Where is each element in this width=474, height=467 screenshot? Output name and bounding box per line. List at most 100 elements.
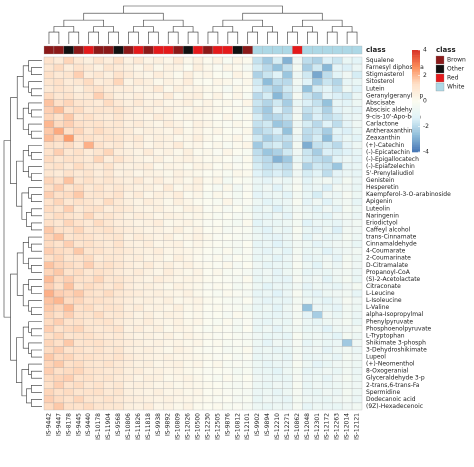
- heatmap-cell: [282, 346, 293, 354]
- heatmap-cell: [322, 233, 333, 241]
- heatmap-cell: [43, 141, 55, 149]
- heatmap-cell: [212, 219, 224, 227]
- heatmap-cell: [103, 395, 114, 404]
- row-label: L-Isoleucine: [366, 297, 402, 304]
- heatmap-cell: [192, 212, 204, 220]
- heatmap-cell: [192, 219, 204, 227]
- heatmap-cell: [43, 92, 55, 100]
- heatmap-cell: [302, 325, 313, 333]
- column-label: IS-12301: [314, 413, 321, 440]
- heatmap-cell: [202, 169, 214, 178]
- heatmap-cell: [133, 198, 144, 206]
- colorbar-segment: [412, 63, 420, 66]
- heatmap-cell: [73, 113, 84, 121]
- heatmap-cell: [63, 219, 74, 227]
- heatmap-cell: [302, 92, 313, 100]
- heatmap-cell: [113, 275, 124, 284]
- heatmap-cell: [202, 275, 214, 284]
- heatmap-cell: [113, 155, 124, 164]
- heatmap-cell: [123, 155, 134, 164]
- heatmap-cell: [252, 198, 263, 206]
- heatmap-cell: [93, 395, 104, 404]
- heatmap-cell: [242, 367, 253, 375]
- heatmap-cell: [252, 148, 263, 156]
- heatmap-cell: [113, 56, 124, 65]
- heatmap-cell: [202, 212, 214, 220]
- heatmap-cell: [232, 282, 243, 291]
- colorbar-segment: [412, 80, 420, 83]
- heatmap-cell: [53, 240, 65, 248]
- heatmap-cell: [53, 106, 65, 114]
- row-label: Naringenin: [366, 212, 399, 219]
- dendrogram-branch: [28, 60, 42, 72]
- heatmap-cell: [163, 99, 174, 107]
- heatmap-cell: [192, 190, 204, 199]
- heatmap-cell: [63, 402, 74, 411]
- heatmap-cell: [53, 388, 65, 397]
- heatmap-cell: [212, 318, 224, 326]
- heatmap-cell: [83, 205, 94, 213]
- heatmap-cell: [212, 247, 224, 255]
- heatmap-cell: [163, 268, 174, 277]
- heatmap-cell: [93, 85, 104, 93]
- heatmap-cell: [222, 240, 233, 248]
- heatmap-cell: [133, 332, 144, 340]
- heatmap-cell: [332, 92, 343, 100]
- heatmap-cell: [143, 176, 154, 185]
- heatmap-cell: [192, 113, 204, 121]
- heatmap-cell: [53, 176, 65, 185]
- heatmap-cell: [123, 388, 134, 397]
- heatmap-cell: [242, 261, 253, 269]
- row-label: 2-trans,6-trans-Fa: [366, 382, 420, 389]
- heatmap-cell: [232, 247, 243, 255]
- heatmap-cell: [83, 303, 94, 312]
- heatmap-cell: [143, 353, 154, 361]
- heatmap-cell: [232, 155, 243, 164]
- heatmap-cell: [312, 339, 323, 347]
- heatmap-cell: [312, 247, 323, 255]
- heatmap-cell: [133, 169, 144, 178]
- heatmap-cell: [341, 85, 353, 93]
- heatmap-cell: [192, 63, 204, 72]
- heatmap-cell: [322, 205, 333, 213]
- heatmap-cell: [332, 346, 343, 354]
- heatmap-cell: [322, 127, 333, 135]
- heatmap-cell: [332, 339, 343, 347]
- column-label: IS-10806: [125, 413, 132, 440]
- heatmap-cell: [123, 254, 134, 262]
- heatmap-cell: [312, 85, 323, 93]
- heatmap-cell: [312, 296, 323, 305]
- heatmap-cell: [173, 374, 184, 382]
- heatmap-cell: [292, 254, 303, 262]
- heatmap-cell: [43, 261, 55, 269]
- heatmap-cell: [133, 388, 144, 397]
- heatmap-cell: [202, 205, 214, 213]
- heatmap-cell: [242, 198, 253, 206]
- heatmap-cell: [262, 388, 273, 397]
- heatmap-cell: [222, 303, 233, 312]
- heatmap-cell: [282, 162, 293, 171]
- heatmap-cell: [332, 381, 343, 389]
- heatmap-cell: [53, 120, 65, 128]
- colorbar-segment: [412, 143, 420, 146]
- heatmap-cell: [302, 261, 313, 269]
- heatmap-cell: [242, 190, 253, 199]
- heatmap-cell: [73, 205, 84, 213]
- heatmap-cell: [133, 78, 144, 86]
- heatmap-cell: [73, 353, 84, 361]
- heatmap-cell: [312, 367, 323, 375]
- heatmap-cell: [173, 268, 184, 277]
- heatmap-cell: [242, 78, 253, 86]
- heatmap-cell: [143, 311, 154, 319]
- heatmap-cell: [272, 183, 283, 192]
- heatmap-cell: [83, 85, 94, 93]
- heatmap-cell: [222, 339, 233, 347]
- heatmap-cell: [63, 303, 74, 312]
- heatmap-cell: [63, 240, 74, 248]
- heatmap-cell: [173, 247, 184, 255]
- heatmap-cell: [133, 360, 144, 368]
- heatmap-cell: [143, 85, 154, 93]
- heatmap-cell: [332, 332, 343, 340]
- heatmap-cell: [43, 367, 55, 375]
- heatmap-cell: [73, 318, 84, 326]
